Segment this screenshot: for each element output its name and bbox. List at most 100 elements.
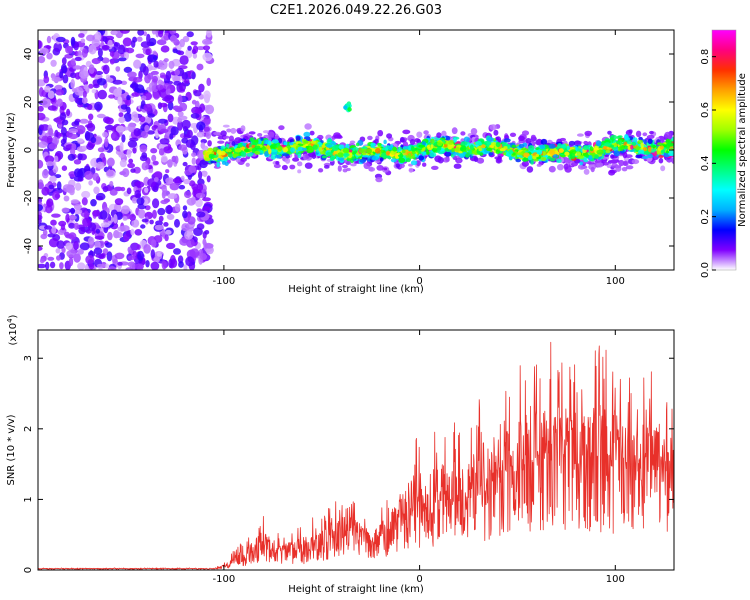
heatmap-cell: [616, 140, 620, 145]
heatmap-cell: [558, 148, 564, 153]
heatmap-cell: [137, 250, 145, 261]
heatmap-cell: [127, 122, 136, 133]
heatmap-cell: [118, 112, 124, 118]
heatmap-cell: [94, 101, 103, 111]
heatmap-cell: [94, 31, 102, 42]
heatmap-cell: [96, 161, 105, 170]
heatmap-cell: [295, 135, 301, 141]
heatmap-cell: [254, 145, 261, 150]
heatmap-cell: [540, 156, 547, 161]
heatmap-cell: [202, 206, 211, 211]
snr-series-line: [38, 341, 674, 570]
heatmap-cell: [622, 151, 628, 159]
heatmap-cell: [437, 156, 444, 164]
heatmap-cell: [96, 263, 106, 268]
heatmap-cell: [173, 248, 181, 255]
heatmap-cell: [594, 154, 599, 160]
heatmap-cell: [408, 167, 414, 173]
heatmap-cell: [564, 166, 572, 173]
heatmap-cell: [117, 44, 126, 55]
heatmap-cell: [153, 55, 158, 61]
heatmap-cell: [130, 83, 139, 88]
heatmap-cell: [73, 240, 79, 251]
heatmap-cell: [62, 133, 67, 143]
heatmap-cell: [131, 197, 138, 204]
heatmap-cell: [204, 157, 211, 162]
heatmap-cell: [155, 84, 164, 91]
heatmap-cell: [376, 165, 384, 171]
heatmap-cell: [647, 146, 652, 153]
x-tick-label: 100: [606, 574, 625, 585]
heatmap-cell: [148, 168, 154, 174]
heatmap-cell: [38, 246, 43, 251]
heatmap-cell: [153, 171, 163, 179]
heatmap-cell: [348, 149, 353, 153]
heatmap-cell: [156, 39, 167, 46]
heatmap-cell: [196, 121, 206, 131]
heatmap-cell: [47, 256, 55, 261]
heatmap-cell: [518, 135, 525, 142]
heatmap-cell: [442, 157, 450, 163]
heatmap-cell: [206, 77, 211, 87]
heatmap-cell: [55, 36, 66, 43]
heatmap-cell: [411, 151, 416, 155]
heatmap-cell: [88, 236, 95, 245]
y-tick-label: 0: [23, 567, 34, 573]
heatmap-cell: [80, 38, 86, 44]
heatmap-cell: [113, 88, 122, 97]
x-tick-label: 0: [416, 276, 422, 287]
heatmap-cell: [508, 149, 514, 155]
heatmap-cell: [307, 146, 314, 153]
y-tick-label: 1: [23, 496, 34, 502]
colorbar-label: Normalized spectral amplitude: [737, 73, 748, 227]
heatmap-cell: [332, 145, 339, 152]
heatmap-cell: [140, 224, 146, 229]
heatmap-cell: [133, 166, 141, 174]
heatmap-cell: [49, 261, 56, 269]
heatmap-y-label: Frequency (Hz): [6, 112, 17, 188]
heatmap-cell: [111, 30, 118, 35]
colorbar-gradient: [711, 29, 737, 271]
heatmap-cell: [87, 103, 93, 111]
heatmap-cell: [85, 229, 92, 234]
heatmap-cell: [173, 80, 182, 86]
heatmap-cell: [136, 244, 141, 250]
heatmap-cell: [193, 90, 202, 97]
heatmap-cell: [51, 225, 57, 234]
heatmap-cell: [643, 150, 650, 155]
heatmap-cell: [631, 141, 637, 146]
heatmap-cell: [95, 253, 105, 259]
heatmap-cell: [184, 190, 192, 199]
heatmap-cell: [137, 30, 145, 36]
heatmap-cell: [625, 165, 634, 170]
heatmap-cell: [167, 193, 178, 200]
heatmap-cell: [638, 149, 645, 154]
heatmap-cell: [150, 70, 159, 76]
heatmap-cell: [49, 175, 57, 183]
heatmap-cell: [204, 230, 210, 235]
snr-y-ticks: 0 1 2 3: [23, 355, 674, 573]
heatmap-cell: [107, 157, 115, 167]
heatmap-cell: [202, 38, 211, 46]
heatmap-cell: [45, 205, 53, 214]
heatmap-cell: [85, 255, 95, 265]
heatmap-cell: [157, 207, 166, 216]
heatmap-cell: [192, 53, 198, 59]
heatmap-cell: [119, 30, 130, 34]
heatmap-cell: [530, 134, 536, 140]
heatmap-cell: [200, 253, 207, 261]
heatmap-cell: [55, 248, 61, 254]
heatmap-cell: [133, 76, 143, 83]
heatmap-cell: [104, 263, 110, 269]
heatmap-cell: [297, 146, 304, 152]
heatmap-cell: [76, 125, 86, 135]
heatmap-cell: [511, 144, 517, 148]
heatmap-cell: [150, 261, 160, 270]
heatmap-cell: [76, 138, 84, 143]
heatmap-cell: [253, 139, 259, 143]
heatmap-cell: [535, 147, 540, 151]
colorbar-tick-label: 0.4: [700, 155, 711, 171]
heatmap-cell: [312, 144, 318, 150]
heatmap-cell: [324, 165, 330, 169]
heatmap-cell: [416, 131, 423, 138]
